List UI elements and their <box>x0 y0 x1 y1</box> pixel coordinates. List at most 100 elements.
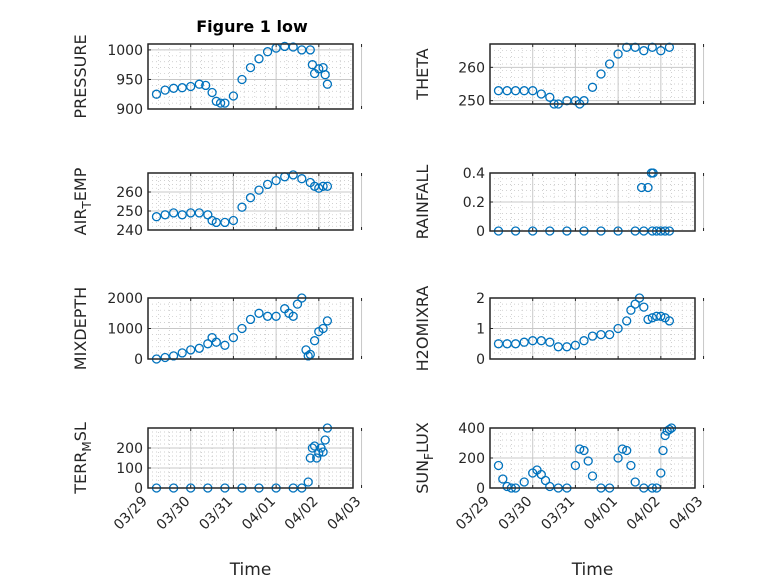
data-point <box>647 313 657 323</box>
data-point <box>177 83 187 93</box>
subplot-5: 0 1000 2000 MIXDEPTH <box>71 287 363 370</box>
subplot-4: 0 0.2 0.4 RAINFALL <box>413 165 705 240</box>
data-point <box>502 481 512 492</box>
data-point <box>664 424 675 435</box>
y-tick-label: 400 <box>458 421 485 437</box>
data-point <box>545 481 555 492</box>
data-point <box>536 89 546 99</box>
data-point <box>318 181 328 191</box>
data-point <box>201 80 211 91</box>
x-tick-label: 04/03 <box>325 494 365 534</box>
y-axis-label: RAINFALL <box>413 165 432 240</box>
y-axis-label: THETA <box>413 48 432 100</box>
data-point <box>305 453 315 463</box>
data-point <box>510 339 521 349</box>
data-point <box>639 46 649 56</box>
data-point <box>254 185 264 195</box>
x-tick-label: 04/03 <box>667 494 707 534</box>
data-point <box>220 217 230 228</box>
y-tick-label: 0.4 <box>463 166 485 182</box>
data-point <box>643 314 653 325</box>
data-point <box>194 343 204 353</box>
data-point <box>303 477 313 487</box>
data-point <box>639 302 649 312</box>
data-point <box>245 193 256 203</box>
x-tick-label: 04/01 <box>239 494 279 534</box>
y-tick-label: 0 <box>134 352 143 368</box>
y-axis-label: H2OMIXRA <box>413 286 432 372</box>
data-point <box>562 342 572 352</box>
y-tick-label: 200 <box>116 441 143 457</box>
y-tick-label: 1000 <box>107 322 143 338</box>
data-point <box>630 42 640 52</box>
data-point <box>207 215 217 226</box>
data-point <box>228 332 239 343</box>
data-point <box>177 210 187 220</box>
data-point <box>211 337 221 347</box>
data-point <box>587 331 598 341</box>
data-point <box>545 92 555 102</box>
data-point <box>643 182 653 193</box>
figure-title: Figure 1 low <box>196 17 308 36</box>
data-point <box>660 430 670 441</box>
data-point <box>579 96 589 106</box>
data-point <box>575 444 585 454</box>
data-point <box>664 316 675 326</box>
data-point <box>237 74 247 85</box>
data-point <box>617 444 628 454</box>
y-tick-label: 260 <box>458 60 485 76</box>
data-point <box>596 69 606 79</box>
data-point <box>658 445 668 456</box>
data-point <box>292 299 303 309</box>
data-point <box>583 456 593 466</box>
x-tick-label: 03/30 <box>154 494 194 534</box>
x-tick-label: 04/01 <box>581 494 621 534</box>
y-axis-label: TERRMSL <box>71 422 94 495</box>
data-point <box>245 314 256 325</box>
data-point <box>519 337 529 347</box>
data-point <box>622 445 632 456</box>
y-tick-label: 1000 <box>107 43 143 59</box>
subplot-6: 0 1 2 H2OMIXRA <box>413 286 705 372</box>
data-point <box>314 448 324 458</box>
y-tick-label: 950 <box>116 72 143 88</box>
axes-box <box>147 172 354 231</box>
data-point <box>536 336 546 346</box>
x-tick-label: 03/31 <box>196 494 236 534</box>
data-point <box>320 70 330 80</box>
y-tick-label: 250 <box>116 204 143 220</box>
y-tick-label: 260 <box>116 185 143 201</box>
data-point <box>536 469 546 480</box>
data-point <box>604 329 615 340</box>
y-tick-label: 1 <box>476 322 485 338</box>
y-tick-label: 900 <box>116 102 143 118</box>
data-point <box>203 339 213 349</box>
data-point <box>636 182 647 193</box>
data-point <box>656 311 666 321</box>
data-point <box>220 340 230 350</box>
axes-box <box>147 43 354 110</box>
data-point <box>545 337 555 347</box>
subplot-7: 0 100 200 03/29 03/30 03/31 04/01 04/02 04/03 Tim… <box>71 422 364 580</box>
data-point <box>303 351 313 361</box>
data-point <box>318 447 328 457</box>
data-point <box>262 179 273 190</box>
data-point <box>630 477 640 487</box>
x-tick-label: 03/29 <box>453 494 493 534</box>
data-point <box>305 45 315 55</box>
data-point <box>177 348 187 358</box>
data-point <box>314 64 324 74</box>
subplot-8: 0 200 400 03/29 03/30 03/31 04/01 04/02 04/03 Tim… <box>413 421 706 580</box>
data-point <box>194 208 204 218</box>
data-point <box>613 49 623 59</box>
data-point <box>318 323 328 334</box>
data-point <box>254 54 264 64</box>
y-tick-label: 2 <box>476 291 485 307</box>
data-point <box>587 82 598 92</box>
data-point <box>215 98 226 108</box>
axes-box <box>489 43 696 105</box>
x-tick-label: 03/31 <box>538 494 578 534</box>
data-point <box>228 91 239 101</box>
data-point <box>309 336 320 346</box>
data-point <box>297 174 307 184</box>
